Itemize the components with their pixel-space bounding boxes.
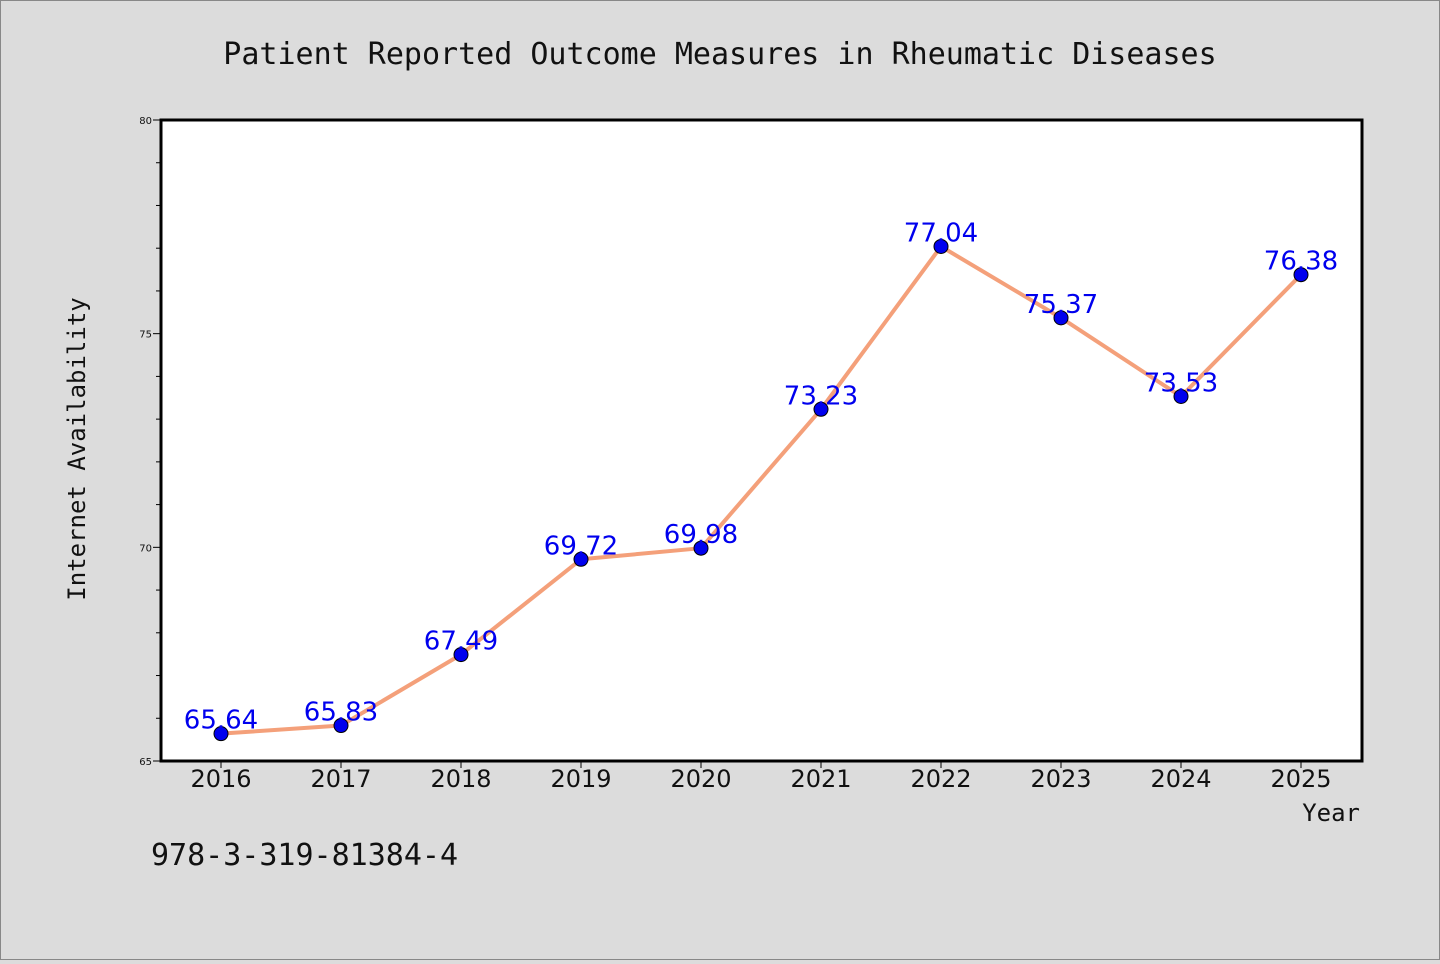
data-point-marker: [453, 647, 469, 663]
data-point-label: 76.38: [1264, 247, 1338, 277]
x-tick-label: 2024: [1150, 765, 1211, 793]
data-point-label: 75.37: [1024, 290, 1098, 320]
x-tick-label: 2016: [190, 765, 251, 793]
series-line: [220, 244, 1303, 736]
data-point-marker: [333, 718, 349, 734]
data-point-marker: [813, 401, 829, 417]
y-axis-label: Internet Availability: [63, 297, 91, 600]
data-point-marker: [1173, 388, 1189, 404]
data-point-marker: [213, 726, 229, 742]
data-point-label: 77.04: [904, 218, 978, 248]
data-point-label: 65.83: [304, 698, 378, 728]
isbn-footnote: 978-3-319-81384-4: [151, 838, 458, 873]
x-axis-label: Year: [1302, 799, 1360, 827]
x-tick-label: 2025: [1270, 765, 1331, 793]
y-tick-label: 70: [139, 543, 152, 554]
data-point-label: 69.98: [664, 520, 738, 550]
x-axis-ticks: 2016 2017 2018 2019 2020 2021 2022 2023 2024 2025: [190, 761, 1332, 793]
y-axis-ticks: 65 70 75 80: [139, 116, 161, 768]
x-tick-label: 2019: [550, 765, 611, 793]
data-point-marker: [1053, 310, 1069, 326]
y-tick-label: 75: [139, 330, 152, 341]
y-tick-label: 80: [139, 116, 152, 127]
data-point-marker: [693, 540, 709, 556]
data-point-label: 73.53: [1144, 368, 1218, 398]
x-tick-label: 2018: [430, 765, 491, 793]
x-tick-label: 2017: [310, 765, 371, 793]
x-tick-label: 2023: [1030, 765, 1091, 793]
series-layer: [213, 238, 1309, 742]
data-point-label: 69.72: [544, 531, 618, 561]
chart-title: Patient Reported Outcome Measures in Rhe…: [223, 37, 1216, 72]
data-point-label: 65.64: [184, 706, 258, 736]
data-point-label: 73.23: [784, 381, 858, 411]
x-tick-label: 2021: [790, 765, 851, 793]
plot-area: [159, 118, 1364, 763]
data-point-marker: [933, 238, 949, 254]
x-tick-label: 2020: [670, 765, 731, 793]
data-point-label: 67.49: [424, 627, 498, 657]
data-labels: 65.64 65.83 67.49 69.72 69.98 73.23 77.04 75.37…: [184, 218, 1338, 735]
x-tick-label: 2022: [910, 765, 971, 793]
data-point-marker: [1293, 267, 1309, 283]
data-point-marker: [573, 551, 589, 567]
y-tick-label: 65: [139, 757, 152, 768]
